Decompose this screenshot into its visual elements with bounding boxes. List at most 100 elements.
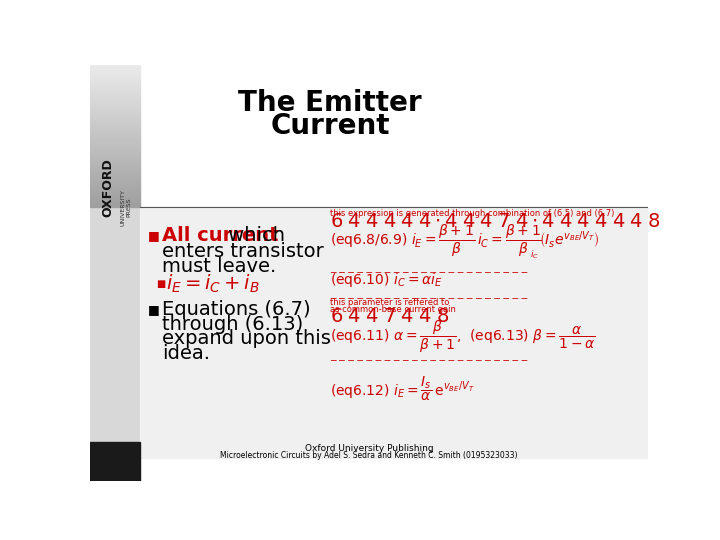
Bar [90,81,140,83]
Bar [90,175,140,177]
Bar [90,170,140,172]
Bar [90,200,140,202]
Bar [90,91,140,93]
Bar [90,104,140,106]
Bar [90,205,140,207]
Bar [90,117,140,118]
Bar [90,161,140,163]
Bar [90,72,140,73]
Bar [90,125,140,127]
Text: (eq6.12) $i_E = \dfrac{I_s}{\alpha}\,\mathrm{e}^{v_{BE}/V_T}$: (eq6.12) $i_E = \dfrac{I_s}{\alpha}\,\ma… [330,374,474,403]
Bar [90,180,140,183]
Bar [90,124,140,125]
Bar [90,148,140,150]
Bar [90,129,140,131]
Bar [90,83,140,84]
Bar [90,122,140,124]
Bar [90,165,140,166]
Bar [90,66,140,69]
Bar [90,188,140,190]
Bar [90,193,140,195]
Text: OXFORD: OXFORD [101,159,114,218]
Bar [90,134,140,136]
Text: All current: All current [162,226,279,245]
Bar [90,99,140,100]
Bar [90,197,140,198]
Bar [90,131,140,132]
Bar [90,184,140,186]
Bar [90,120,140,122]
Bar [90,147,140,149]
Bar [90,152,140,154]
Text: must leave.: must leave. [162,257,276,276]
Bar [90,156,140,157]
Bar [90,166,140,168]
Bar [90,90,140,91]
Bar [90,106,140,107]
Text: The Emitter: The Emitter [238,89,422,117]
Bar [90,107,140,109]
Bar [90,111,140,113]
Bar [90,139,140,141]
Text: enters transistor: enters transistor [162,241,324,261]
Text: ■: ■ [148,303,160,316]
Text: (eq6.10) $i_C = \alpha i_E$: (eq6.10) $i_C = \alpha i_E$ [330,272,443,289]
Bar [90,100,140,102]
Bar [90,159,140,161]
Text: $6\;4\;4\;7\;4\;4\;8$: $6\;4\;4\;7\;4\;4\;8$ [330,307,449,326]
Text: (eq6.11) $\alpha = \dfrac{\beta}{\beta+1}$,  (eq6.13) $\beta = \dfrac{\alpha}{1-: (eq6.11) $\alpha = \dfrac{\beta}{\beta+1… [330,319,596,355]
Bar [90,136,140,138]
Bar [90,198,140,200]
Text: _ _ _ _ _ _ _ _ _ _ _ _ _ _ _ _ _ _ _ _ _ _: _ _ _ _ _ _ _ _ _ _ _ _ _ _ _ _ _ _ _ _ … [330,350,531,360]
Bar [90,73,140,76]
Text: UNIVERSITY
PRESS: UNIVERSITY PRESS [121,189,132,226]
Bar [90,109,140,111]
Bar [90,114,140,117]
Bar [90,191,140,193]
Bar [90,95,140,97]
Bar [90,84,140,86]
Bar [90,179,140,180]
Bar [90,69,140,70]
Text: this parameter is reffered to: this parameter is reffered to [330,298,449,307]
Bar [90,183,140,184]
Text: which: which [222,226,284,245]
Bar [90,168,140,170]
Bar [90,79,140,81]
Text: Oxford University Publishing: Oxford University Publishing [305,444,433,453]
Text: (eq6.8/6.9) $i_E = \dfrac{\beta+1}{\beta}\,i_C = \dfrac{\beta+1}{\beta}\!\left(I: (eq6.8/6.9) $i_E = \dfrac{\beta+1}{\beta… [330,222,599,259]
Bar [90,70,140,72]
Bar [90,88,140,90]
Bar [140,207,648,457]
Text: _ _ _ _ _ _ _ _ _ _ _ _ _ _ _ _ _ _ _ _ _ _: _ _ _ _ _ _ _ _ _ _ _ _ _ _ _ _ _ _ _ _ … [330,288,531,299]
Bar [90,204,140,205]
Bar [90,157,140,159]
Bar [90,77,140,79]
Bar [90,141,140,143]
Bar [90,97,140,99]
Bar [90,172,140,173]
Bar [90,145,140,147]
Bar [90,102,140,104]
Bar [90,207,140,442]
Text: ■: ■ [148,230,160,242]
Bar [90,186,140,188]
Bar [90,163,140,165]
Bar [90,154,140,156]
Text: idea.: idea. [162,344,210,363]
Bar [90,442,140,481]
Text: $i_C$: $i_C$ [530,249,539,261]
Bar [90,195,140,197]
Bar [90,190,140,191]
Text: through (6.13): through (6.13) [162,315,303,334]
Bar [90,65,140,66]
Text: expand upon this: expand upon this [162,329,331,348]
Bar [90,86,140,88]
Text: Equations (6.7): Equations (6.7) [162,300,311,319]
Bar [90,118,140,120]
Bar [90,76,140,77]
Bar [90,177,140,179]
Text: this expression is generated through combination of (6.5) and (6.7): this expression is generated through com… [330,209,615,218]
Text: as common-base current gain: as common-base current gain [330,305,456,314]
Bar [90,173,140,175]
